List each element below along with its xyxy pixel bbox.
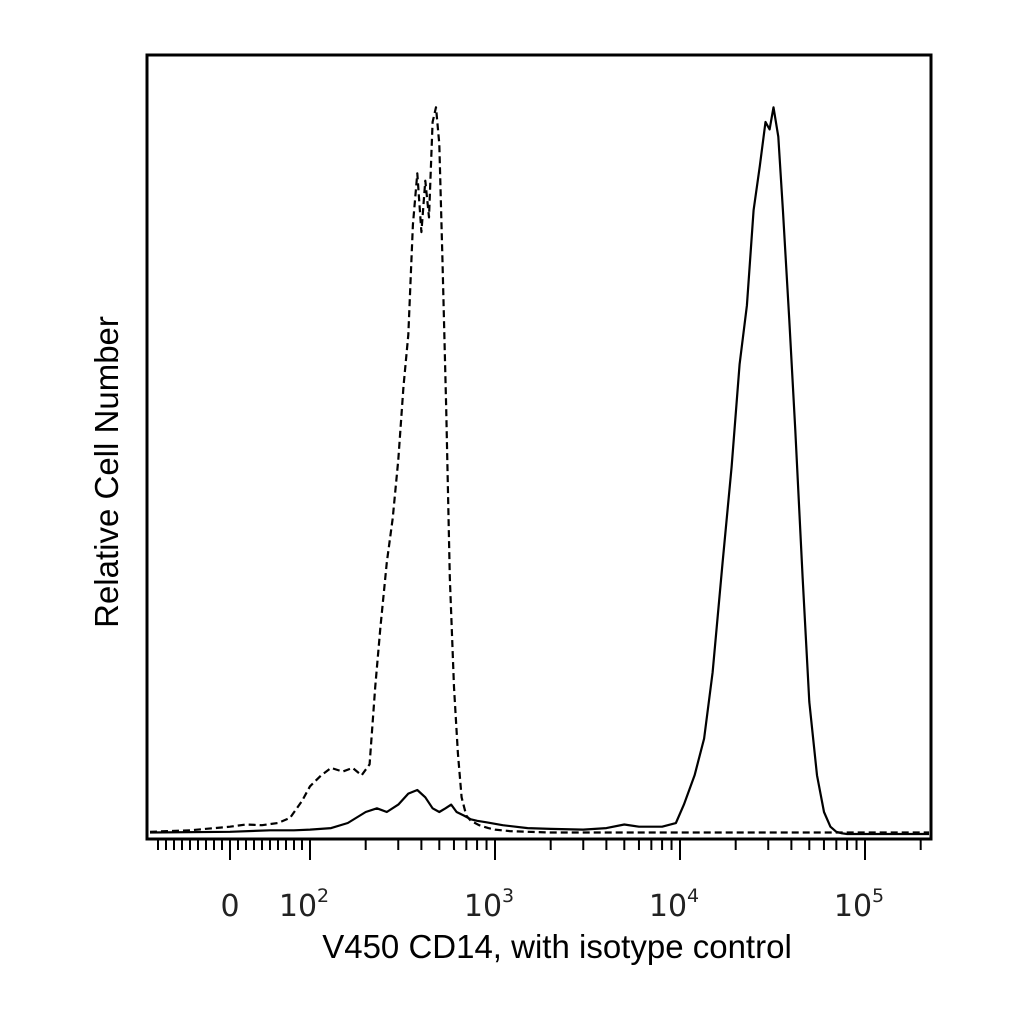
x-tick-label: 0 [220,889,239,924]
series-layer [149,106,929,836]
x-tick-label-exponent: 4 [687,885,699,907]
x-axis-tick-labels: 0 102 103 104 105 [220,885,884,924]
x-tick-label: 103 [464,885,514,924]
x-tick-label-base: 10 [279,889,317,924]
series-line-isotype-dashed [149,106,929,834]
x-tick-label-exponent: 2 [317,885,329,907]
x-tick-label-exponent: 5 [872,885,884,907]
x-tick-label-base: 0 [220,889,239,924]
x-axis-label: V450 CD14, with isotype control [322,928,792,965]
x-tick-label-base: 10 [649,889,687,924]
series-line-cd14-solid [149,106,929,836]
x-tick-label: 104 [649,885,699,924]
x-tick-label: 105 [834,885,884,924]
x-tick-label-base: 10 [464,889,502,924]
x-tick-label-base: 10 [834,889,872,924]
x-tick-label-exponent: 3 [502,885,514,907]
plot-frame [145,53,933,841]
y-axis-label: Relative Cell Number [88,316,125,628]
x-tick-label: 102 [279,885,329,924]
x-axis-ticks [157,840,922,860]
